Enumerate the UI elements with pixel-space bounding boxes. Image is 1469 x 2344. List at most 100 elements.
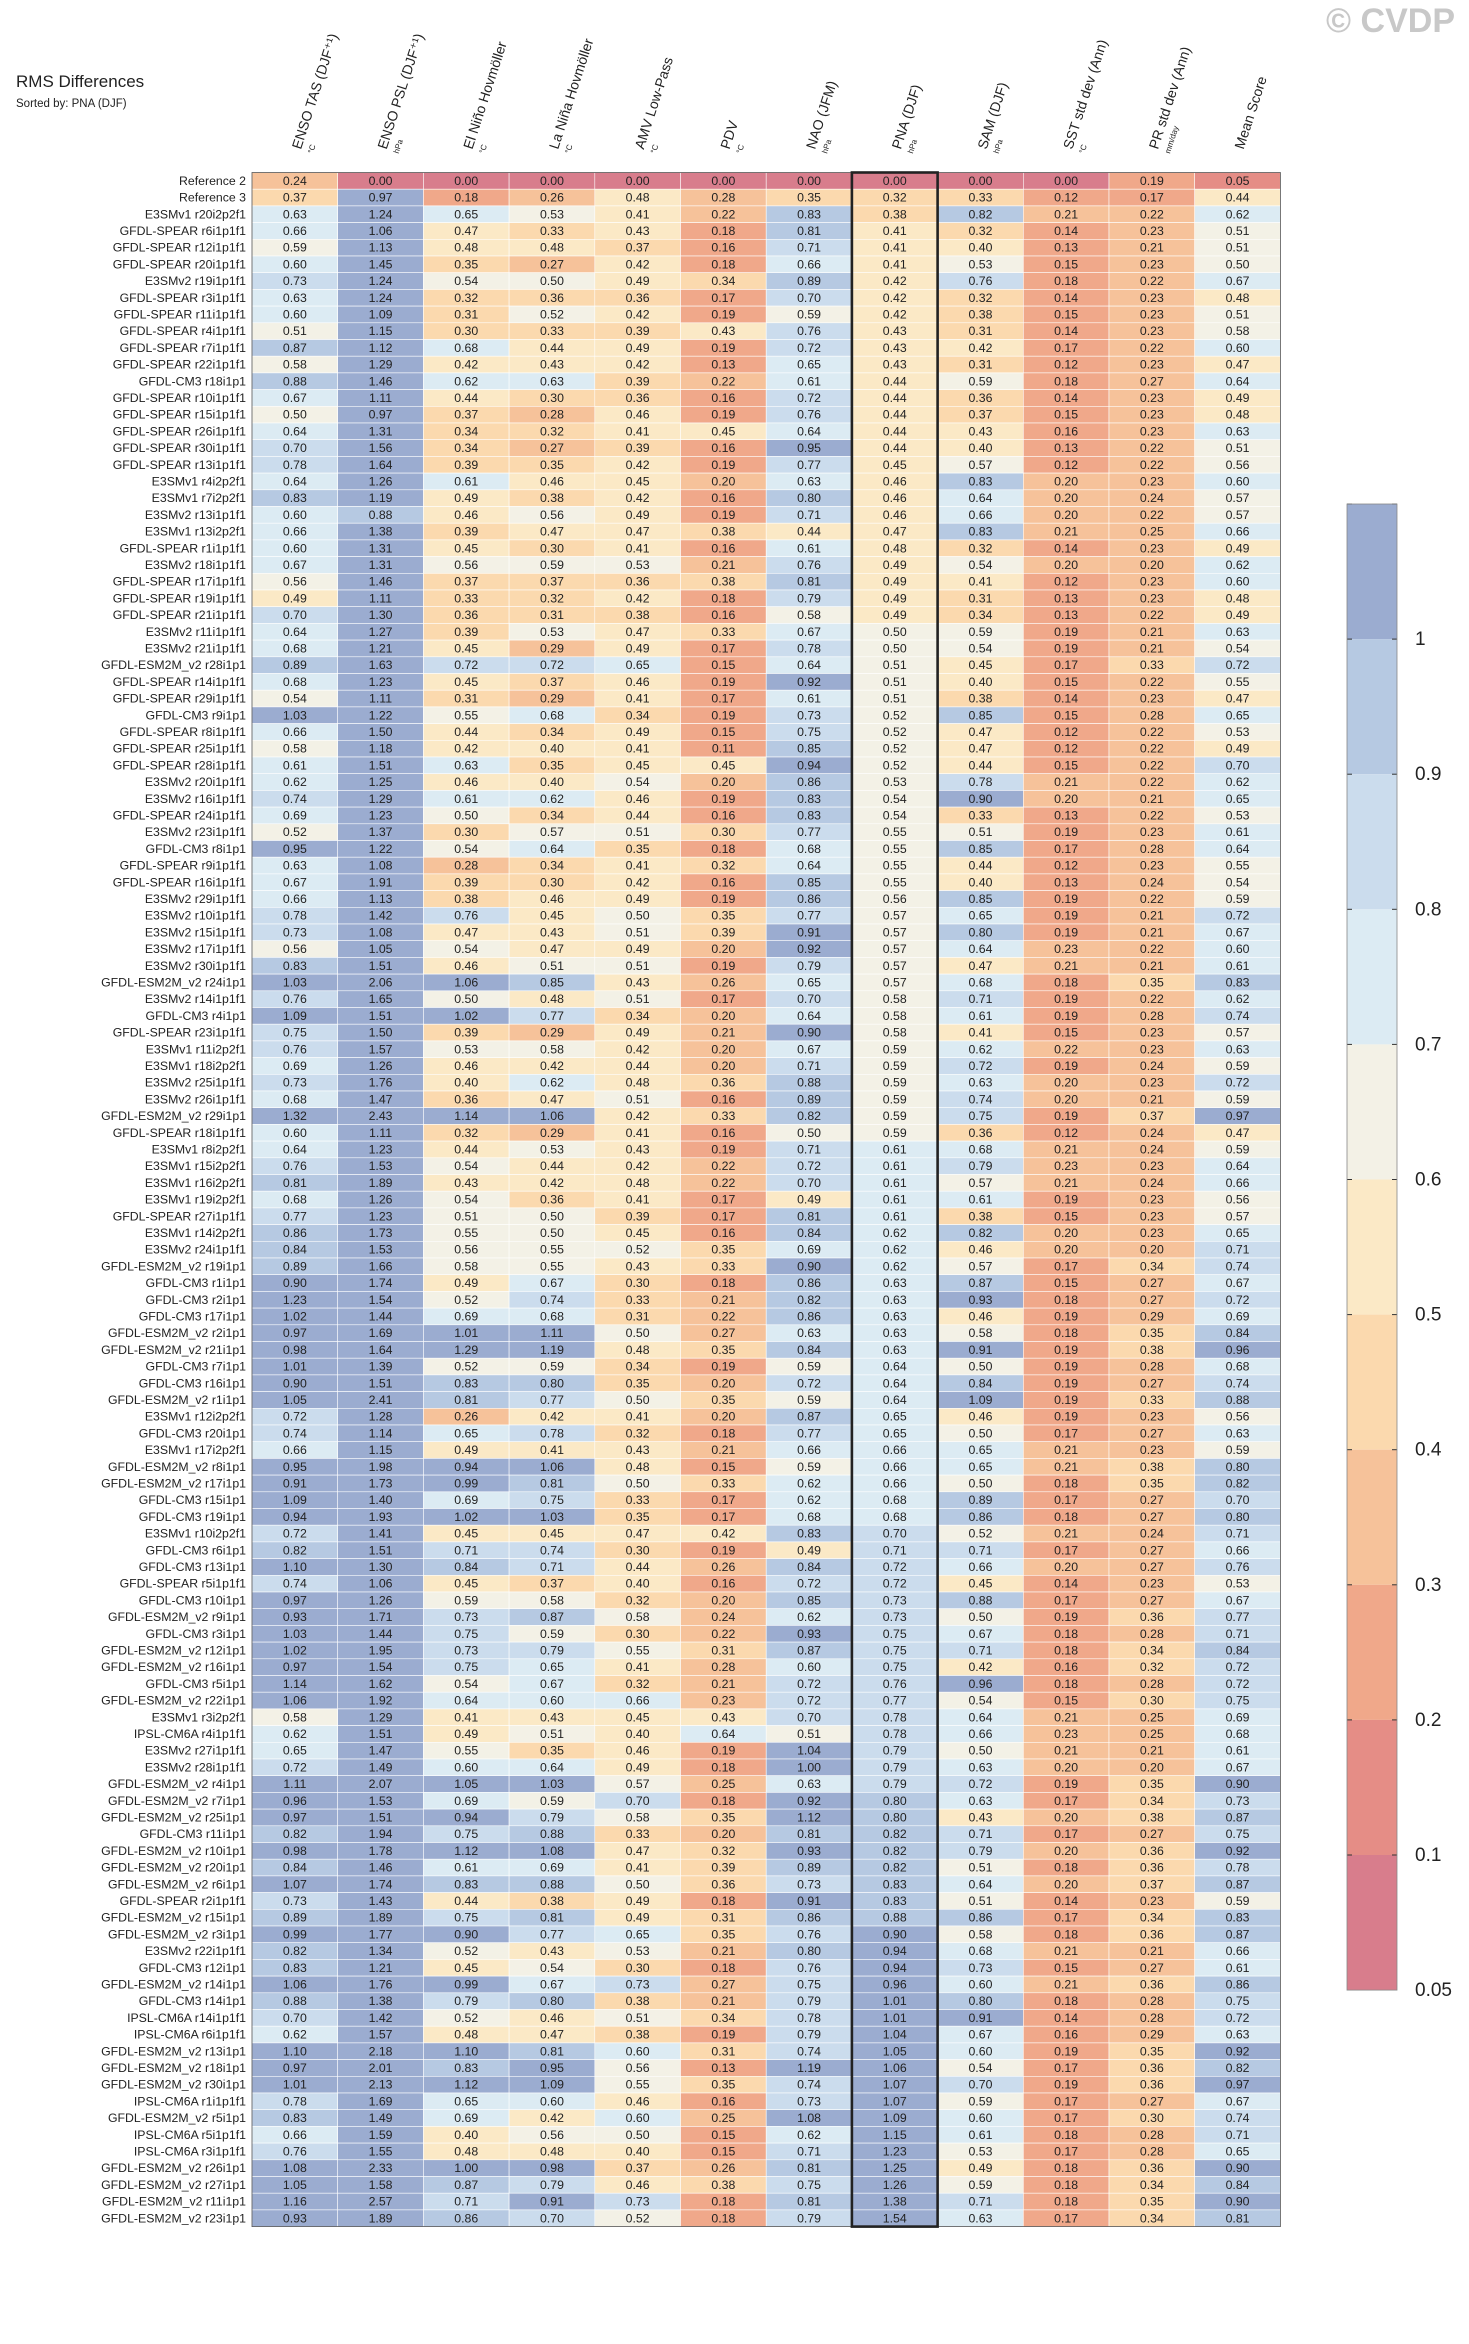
cell-value: 0.55 [626,1643,650,1657]
cell-value: 0.24 [1140,1176,1164,1190]
cell-value: 0.64 [283,1142,307,1156]
cell-value: 0.22 [1140,341,1164,355]
cell-value: 0.18 [1054,1994,1078,2008]
cell-value: 0.14 [1054,1894,1078,1908]
cell-value: 0.36 [1140,1844,1164,1858]
cell-value: 0.93 [797,1844,821,1858]
cell-value: 0.60 [283,257,307,271]
cell-value: 0.17 [1054,1911,1078,1925]
cell-value: 0.12 [1054,191,1078,205]
cell-value: 0.61 [797,374,821,388]
cell-value: 0.17 [1054,1543,1078,1557]
row-label: IPSL-CM6A r5i1p1f1 [134,2128,246,2142]
cell-value: 0.37 [968,408,992,422]
cell-value: 0.70 [797,1710,821,1724]
cell-value: 0.68 [283,641,307,655]
cell-value: 0.19 [1054,1193,1078,1207]
cell-value: 0.75 [883,1627,907,1641]
cell-value: 0.16 [711,1092,735,1106]
cell-value: 0.42 [626,257,650,271]
cell-value: 0.40 [626,1727,650,1741]
cell-value: 0.71 [540,1560,564,1574]
cell-value: 0.20 [711,775,735,789]
cell-value: 0.21 [1054,1176,1078,1190]
cell-value: 1.51 [369,959,393,973]
cell-value: 0.52 [883,708,907,722]
row-label: GFDL-SPEAR r29i1p1f1 [113,692,246,706]
cell-value: 0.20 [1140,1243,1164,1257]
cell-value: 0.72 [454,658,478,672]
cell-value: 0.64 [1226,842,1250,856]
cell-value: 0.23 [1140,307,1164,321]
cell-value: 0.57 [883,959,907,973]
cell-value: 0.82 [883,1861,907,1875]
cell-value: 0.81 [797,224,821,238]
cell-value: 0.32 [626,1677,650,1691]
cell-value: 0.22 [1140,808,1164,822]
cell-value: 0.64 [797,859,821,873]
cell-value: 0.46 [968,1243,992,1257]
colorbar-segment [1347,1855,1397,1991]
cell-value: 0.24 [711,1610,735,1624]
cell-value: 0.69 [454,1794,478,1808]
cell-value: 1.22 [369,842,393,856]
cell-value: 0.78 [797,641,821,655]
cell-value: 0.56 [626,2061,650,2075]
cell-value: 0.65 [1226,1226,1250,1240]
cell-value: 0.67 [1226,1760,1250,1774]
cell-value: 0.86 [797,1276,821,1290]
cell-value: 0.61 [968,1009,992,1023]
cell-value: 1.34 [369,1944,393,1958]
cell-value: 0.59 [1226,1092,1250,1106]
cell-value: 0.41 [626,541,650,555]
cell-value: 1.49 [369,1760,393,1774]
cell-value: 0.49 [454,1443,478,1457]
cell-value: 0.36 [1140,1610,1164,1624]
row-label: E3SMv1 r10i2p2f1 [145,1527,246,1541]
cell-value: 0.56 [1226,1410,1250,1424]
cell-value: 0.75 [1226,1694,1250,1708]
cell-value: 0.45 [711,424,735,438]
cell-value: 0.19 [1054,1393,1078,1407]
cell-value: 0.88 [540,1827,564,1841]
cell-value: 0.23 [1140,1076,1164,1090]
cell-value: 0.20 [1054,1760,1078,1774]
row-label: E3SMv1 r14i2p2f1 [145,1226,246,1240]
cell-value: 0.85 [968,892,992,906]
cell-value: 0.50 [454,808,478,822]
cell-value: 0.42 [968,1660,992,1674]
cell-value: 0.72 [797,341,821,355]
cell-value: 0.23 [1140,324,1164,338]
cell-value: 0.64 [540,1760,564,1774]
cell-value: 0.81 [797,2161,821,2175]
cell-value: 0.52 [883,758,907,772]
cell-value: 0.65 [1226,2144,1250,2158]
cell-value: 0.27 [1140,374,1164,388]
cell-value: 0.68 [968,975,992,989]
cell-value: 0.71 [968,2195,992,2209]
cell-value: 0.40 [454,1076,478,1090]
cell-value: 0.34 [540,859,564,873]
cell-value: 0.72 [968,1777,992,1791]
cell-value: 0.59 [454,1593,478,1607]
cell-value: 0.63 [540,374,564,388]
cell-value: 0.66 [283,892,307,906]
cell-value: 0.44 [540,1159,564,1173]
row-label: GFDL-SPEAR r24i1p1f1 [113,808,246,822]
cell-value: 0.82 [883,1844,907,1858]
cell-value: 0.90 [968,792,992,806]
cell-value: 0.38 [1140,1460,1164,1474]
cell-value: 0.41 [626,859,650,873]
cell-value: 0.19 [711,1360,735,1374]
cell-value: 0.12 [1054,725,1078,739]
cell-value: 0.48 [540,2144,564,2158]
cell-value: 0.46 [454,1059,478,1073]
cell-value: 0.16 [711,2094,735,2108]
cell-value: 0.79 [797,591,821,605]
cell-value: 1.44 [369,1627,393,1641]
cell-value: 0.39 [454,625,478,639]
cell-value: 0.15 [1054,1694,1078,1708]
cell-value: 0.19 [711,1142,735,1156]
cell-value: 0.72 [1226,2011,1250,2025]
cell-value: 1.06 [283,1977,307,1991]
